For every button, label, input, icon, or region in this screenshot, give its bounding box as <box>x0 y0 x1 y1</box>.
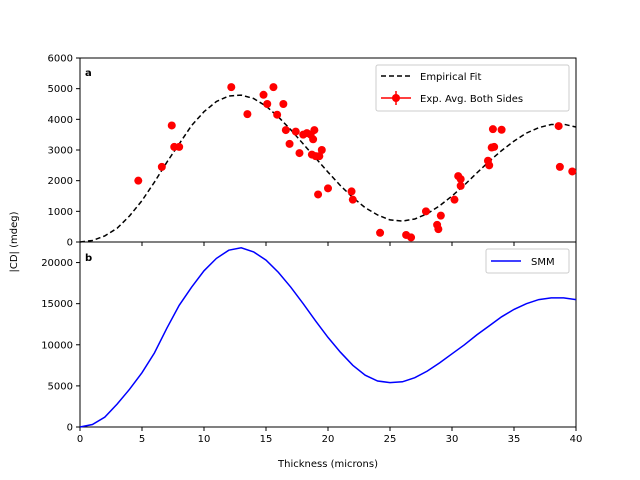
data-point <box>314 190 323 199</box>
data-point <box>315 152 324 161</box>
y-tick-label: 6000 <box>48 54 73 65</box>
legend-a-frame <box>375 64 570 112</box>
data-point <box>279 100 288 108</box>
data-point <box>490 142 499 151</box>
x-tick-label: 25 <box>384 434 397 445</box>
legend-exp-label: Exp. Avg. Both Sides <box>420 94 523 105</box>
experimental-points <box>134 83 577 242</box>
y-tick-label: 5000 <box>48 84 73 95</box>
data-point <box>281 126 290 135</box>
data-point <box>324 184 332 193</box>
x-tick-label: 35 <box>508 434 521 445</box>
data-point <box>167 121 176 130</box>
data-point <box>175 142 184 151</box>
y-tick-label: 0 <box>67 423 73 434</box>
y-tick-label: 20000 <box>41 258 73 269</box>
x-tick-label: 0 <box>77 434 83 445</box>
x-tick-label: 15 <box>260 434 273 445</box>
data-point <box>348 195 357 204</box>
panel-a: 0 1000 2000 3000 4000 5000 6000 a Empirical Fi… <box>48 54 577 249</box>
legend-fit-label: Empirical Fit <box>420 72 481 83</box>
smm-line <box>79 247 577 428</box>
legend-exp-marker <box>392 94 400 102</box>
panel-b-y-axis: 0 5000 10000 15000 20000 <box>41 258 80 434</box>
x-tick-label: 40 <box>570 434 583 445</box>
data-point <box>310 126 319 135</box>
data-point <box>285 139 294 148</box>
data-point <box>554 122 563 131</box>
data-point <box>421 207 430 216</box>
data-point <box>376 228 385 237</box>
x-tick-label: 30 <box>446 434 459 445</box>
y-tick-label: 10000 <box>41 340 73 351</box>
data-point <box>295 149 304 158</box>
data-point <box>227 83 236 92</box>
data-point <box>317 146 326 154</box>
data-point <box>436 211 445 220</box>
y-tick-label: 5000 <box>48 381 73 392</box>
x-tick-label: 10 <box>198 434 211 445</box>
data-point <box>134 176 143 185</box>
panel-b-x-axis: 0 5 10 15 20 25 30 35 40 <box>77 427 583 445</box>
y-tick-label: 3000 <box>48 146 73 157</box>
data-point <box>568 167 577 176</box>
panel-b-legend: SMM <box>485 248 570 274</box>
x-tick-label: 20 <box>322 434 335 445</box>
data-point <box>407 233 416 242</box>
data-point <box>456 175 465 184</box>
x-tick-label: 5 <box>139 434 145 445</box>
data-point <box>347 187 356 196</box>
data-point <box>450 195 459 204</box>
data-point <box>456 181 465 190</box>
y-tick-label: 15000 <box>41 299 73 310</box>
x-axis-label: Thickness (microns) <box>277 459 378 470</box>
panel-b-label: b <box>85 253 92 264</box>
data-point <box>291 127 300 136</box>
data-point <box>157 162 166 171</box>
y-axis-label: |CD| (mdeg) <box>9 211 20 272</box>
y-tick-label: 0 <box>67 238 73 249</box>
data-point <box>263 100 272 108</box>
data-point <box>497 125 506 134</box>
y-tick-label: 4000 <box>48 115 73 126</box>
data-point <box>488 125 497 134</box>
y-tick-label: 1000 <box>48 207 73 218</box>
legend-smm-label: SMM <box>531 257 555 268</box>
data-point <box>485 161 494 170</box>
data-point <box>273 110 282 119</box>
legend-b-frame <box>485 248 570 274</box>
data-point <box>555 162 564 171</box>
y-tick-label: 2000 <box>48 176 73 187</box>
data-point <box>309 135 318 144</box>
panel-a-y-axis: 0 1000 2000 3000 4000 5000 6000 <box>48 54 80 249</box>
data-point <box>243 110 252 119</box>
series-line <box>79 247 577 428</box>
panel-a-label: a <box>85 68 92 79</box>
data-point <box>269 83 278 92</box>
panel-a-legend: Empirical Fit Exp. Avg. Both Sides <box>375 64 570 112</box>
data-point <box>259 90 268 99</box>
data-point <box>434 225 443 234</box>
